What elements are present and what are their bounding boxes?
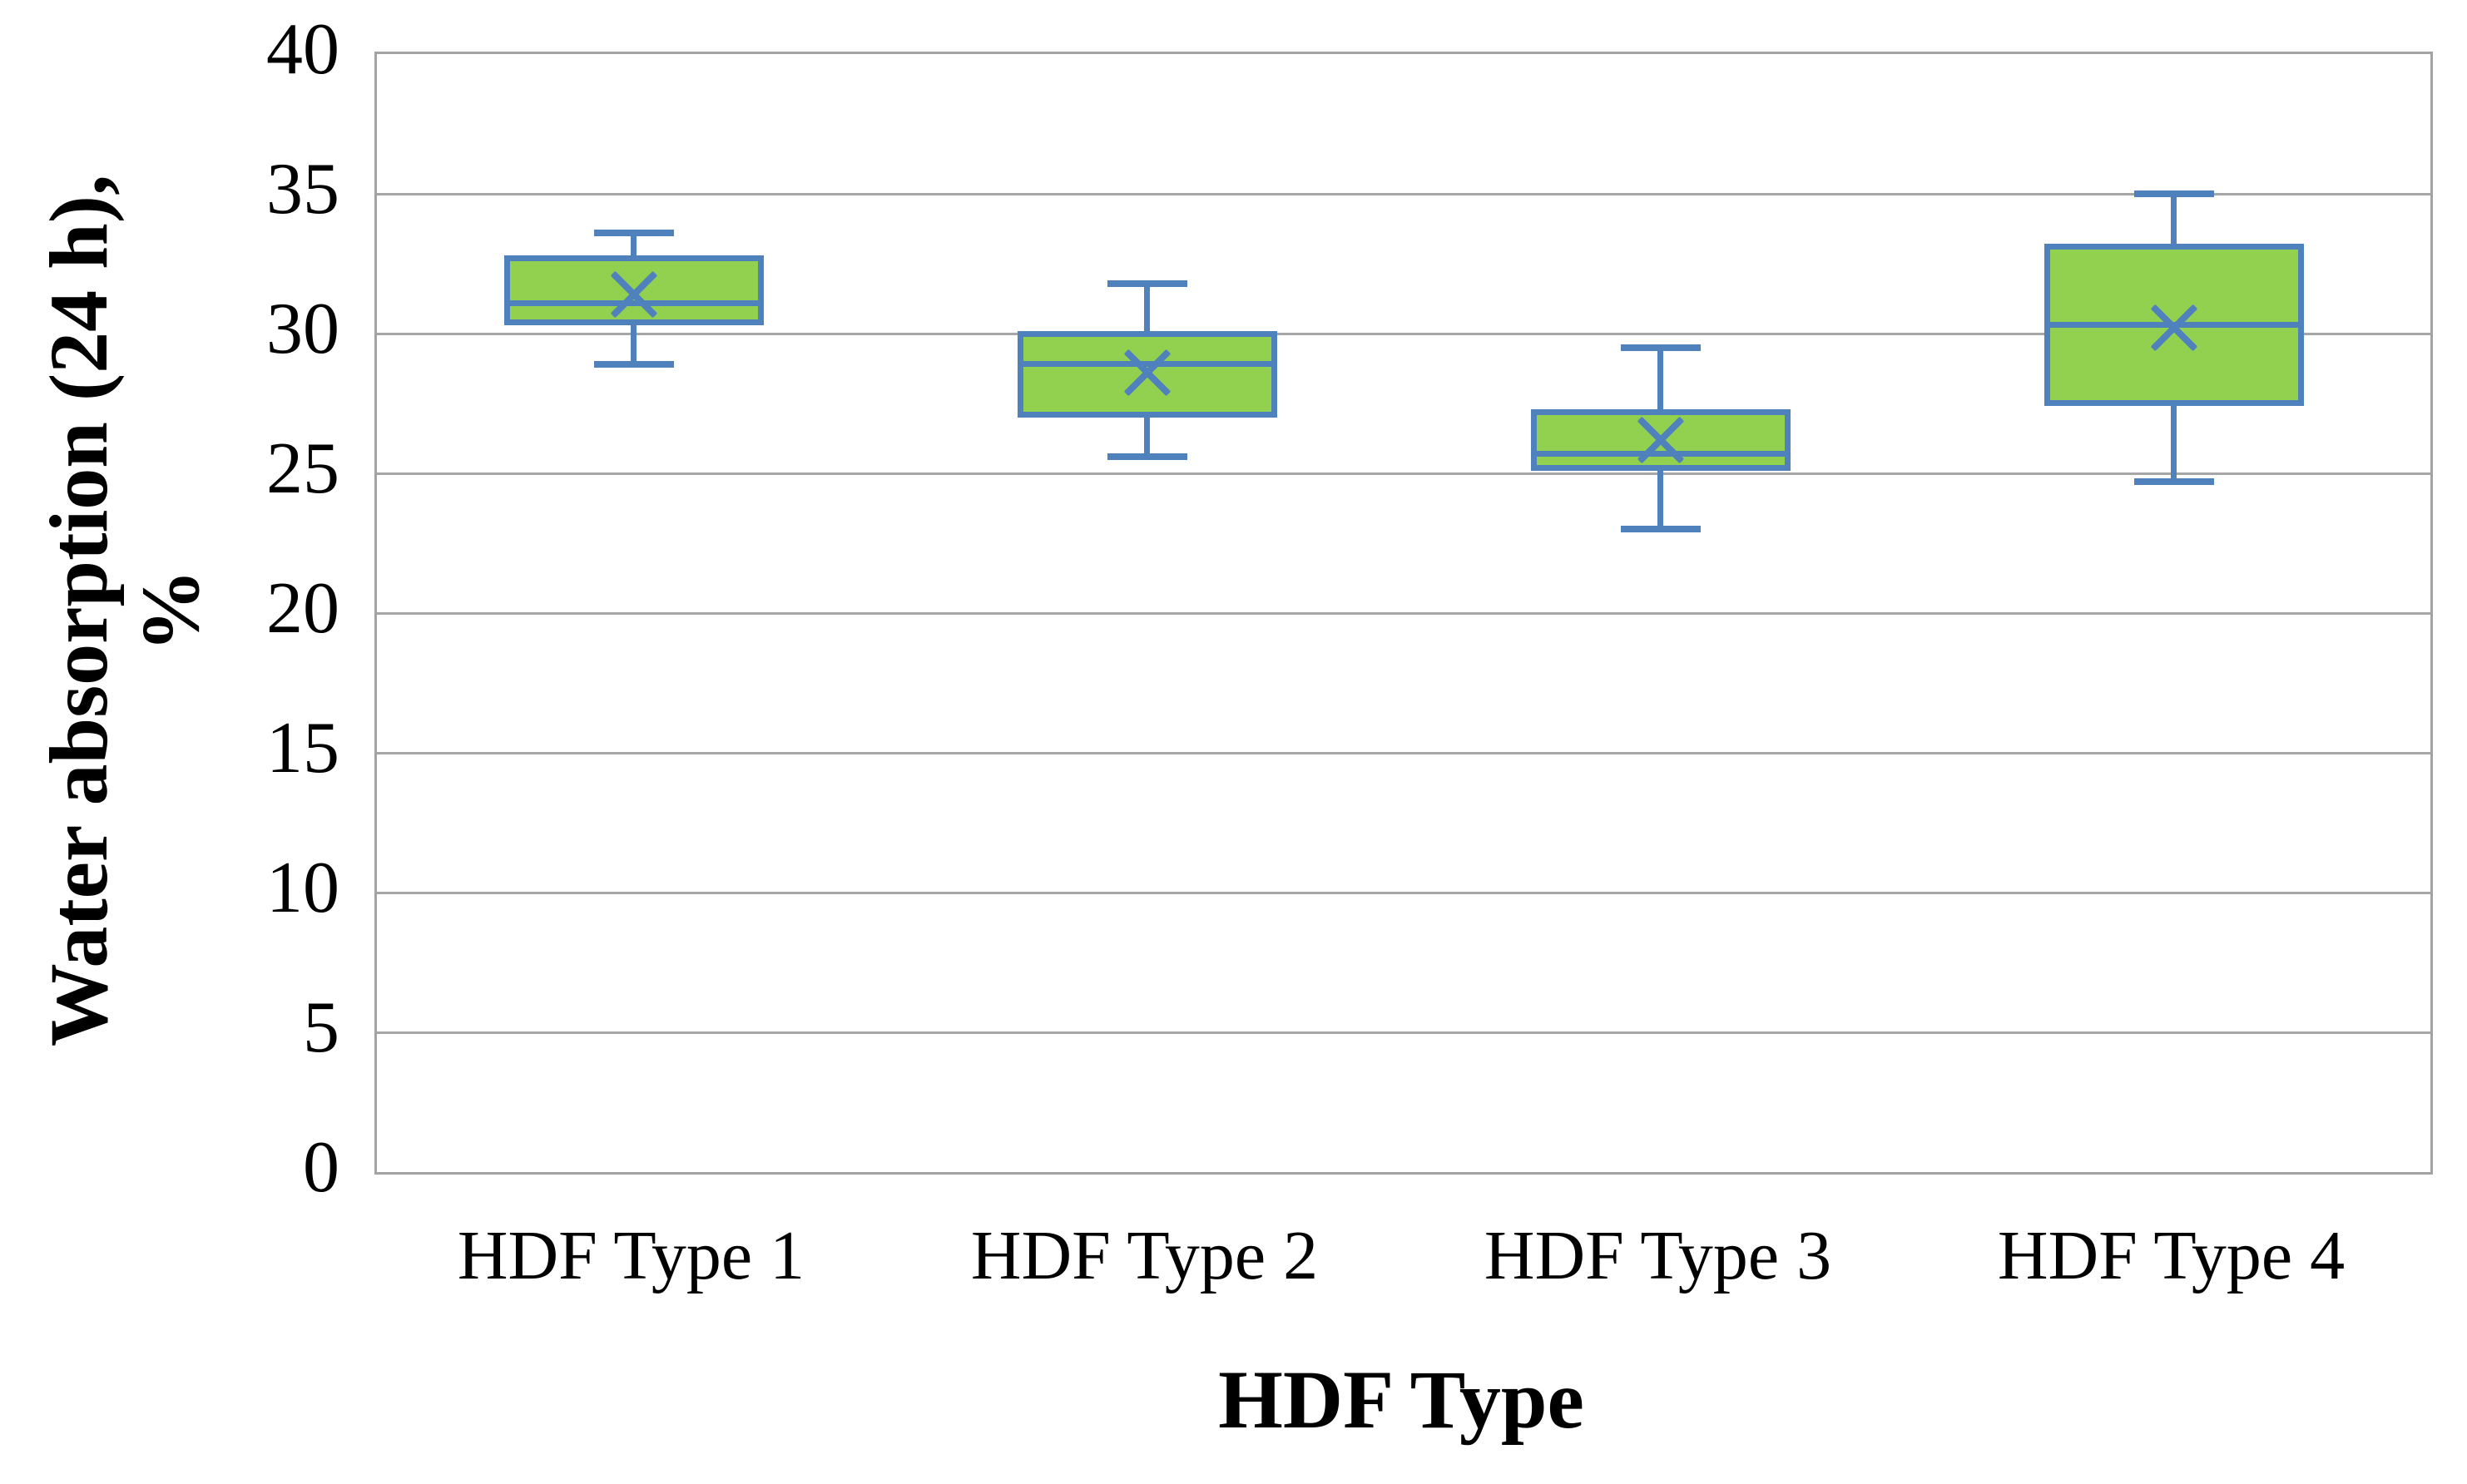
x-category-label: HDF Type 3 <box>1484 1217 1832 1294</box>
gridline <box>377 891 2430 894</box>
gridline <box>377 472 2430 475</box>
lower-whisker-stem <box>1657 470 1663 530</box>
lower-whisker-cap <box>1107 453 1187 460</box>
lower-whisker-stem <box>1144 417 1150 457</box>
gridline <box>377 611 2430 615</box>
upper-whisker-stem <box>2171 194 2177 245</box>
upper-whisker-stem <box>1657 347 1663 409</box>
gridline <box>377 1031 2430 1034</box>
lower-whisker-stem <box>2171 406 2177 482</box>
x-category-label: HDF Type 4 <box>1997 1217 2346 1294</box>
mean-marker <box>1123 349 1171 397</box>
gridline <box>377 332 2430 335</box>
y-tick-label: 10 <box>266 848 339 929</box>
gridline <box>377 192 2430 195</box>
y-tick-label: 5 <box>303 987 339 1069</box>
y-tick-label: 40 <box>266 9 339 91</box>
median-line <box>1017 361 1277 368</box>
lower-whisker-stem <box>631 324 637 364</box>
upper-whisker-stem <box>631 233 637 255</box>
upper-whisker-cap <box>593 230 674 237</box>
y-tick-label: 15 <box>266 708 339 789</box>
median-line <box>503 299 764 306</box>
lower-whisker-cap <box>2133 478 2214 486</box>
upper-whisker-cap <box>1107 279 1187 287</box>
x-axis-title: HDF Type <box>1218 1353 1584 1446</box>
gridline <box>377 751 2430 754</box>
mean-marker <box>2150 304 2197 352</box>
mean-marker <box>610 270 657 319</box>
y-tick-label: 20 <box>266 568 339 650</box>
x-category-label: HDF Type 1 <box>457 1217 805 1294</box>
mean-marker <box>1637 416 1684 463</box>
y-tick-label: 0 <box>303 1127 339 1209</box>
lower-whisker-cap <box>593 360 674 368</box>
median-line <box>1530 450 1791 457</box>
upper-whisker-cap <box>2133 190 2214 197</box>
y-tick-label: 35 <box>266 149 339 230</box>
y-tick-label: 30 <box>266 289 339 370</box>
upper-whisker-cap <box>1620 344 1701 351</box>
upper-whisker-stem <box>1144 283 1150 331</box>
x-category-label: HDF Type 2 <box>970 1217 1319 1294</box>
y-tick-label: 25 <box>266 428 339 510</box>
plot-area <box>374 52 2433 1175</box>
lower-whisker-cap <box>1620 526 1701 533</box>
